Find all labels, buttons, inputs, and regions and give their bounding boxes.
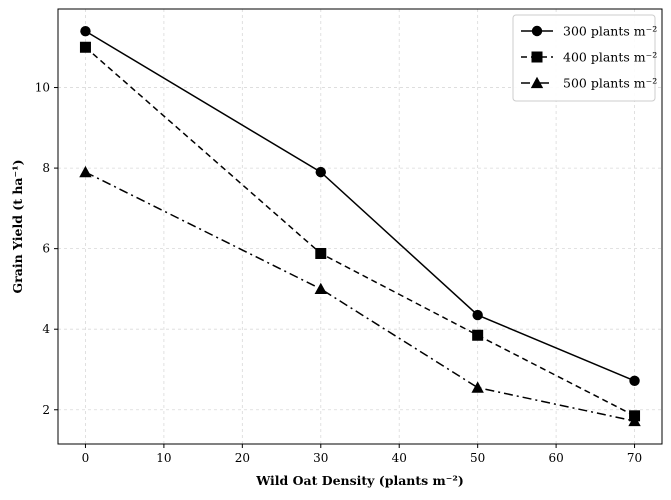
legend-box (512, 14, 656, 102)
x-tick-label: 0 (82, 451, 90, 465)
y-tick-label: 8 (42, 161, 50, 175)
legend-item: 500 plants m⁻² (521, 76, 657, 91)
series-line (84, 46, 635, 417)
axes: 0 10 20 30 40 50 60 70 2 4 6 8 10 Wild Oat Density (p… (10, 8, 663, 488)
series-line (85, 30, 635, 382)
data-point (79, 41, 91, 53)
plot-frame (57, 8, 663, 445)
x-tick-label: 30 (313, 451, 328, 465)
data-point (315, 166, 326, 178)
data-point (471, 381, 484, 393)
x-tick-label: 70 (627, 451, 642, 465)
data-point (629, 375, 640, 386)
x-tick-label: 10 (156, 451, 171, 465)
y-tick-label: 10 (35, 81, 50, 95)
data-point (80, 25, 91, 37)
y-tick-label: 2 (42, 403, 50, 417)
x-tick-label: 20 (235, 451, 250, 465)
legend-item: 300 plants m⁻² (521, 24, 657, 39)
data-point (79, 165, 92, 178)
x-axis-title: Wild Oat Density (plants m⁻²) (255, 473, 464, 488)
y-tick-label: 6 (42, 242, 50, 256)
series-1 (80, 25, 640, 386)
x-tick-label: 40 (392, 451, 407, 465)
series-line (85, 171, 635, 422)
data-point (314, 282, 327, 295)
legend: 300 plants m⁻² 400 plants m⁻² 500 plants m… (512, 14, 657, 102)
grid (58, 9, 662, 444)
legend-label: 300 plants m⁻² (563, 24, 657, 39)
legend-marker (530, 76, 544, 89)
data-point (472, 329, 484, 341)
legend-marker (531, 51, 543, 63)
x-tick-label: 50 (470, 451, 485, 465)
legend-item: 400 plants m⁻² (521, 50, 657, 65)
x-tick-label: 60 (548, 451, 563, 465)
legend-label: 500 plants m⁻² (563, 76, 657, 91)
data-point (472, 309, 483, 321)
y-tick-label: 4 (42, 322, 50, 336)
legend-label: 400 plants m⁻² (563, 50, 657, 65)
y-axis-title: Grain Yield (t ha⁻¹) (10, 159, 25, 293)
series-lines (79, 25, 641, 427)
data-point (315, 247, 327, 259)
series-3 (79, 165, 641, 427)
data-point (628, 414, 641, 427)
legend-marker (531, 25, 543, 37)
